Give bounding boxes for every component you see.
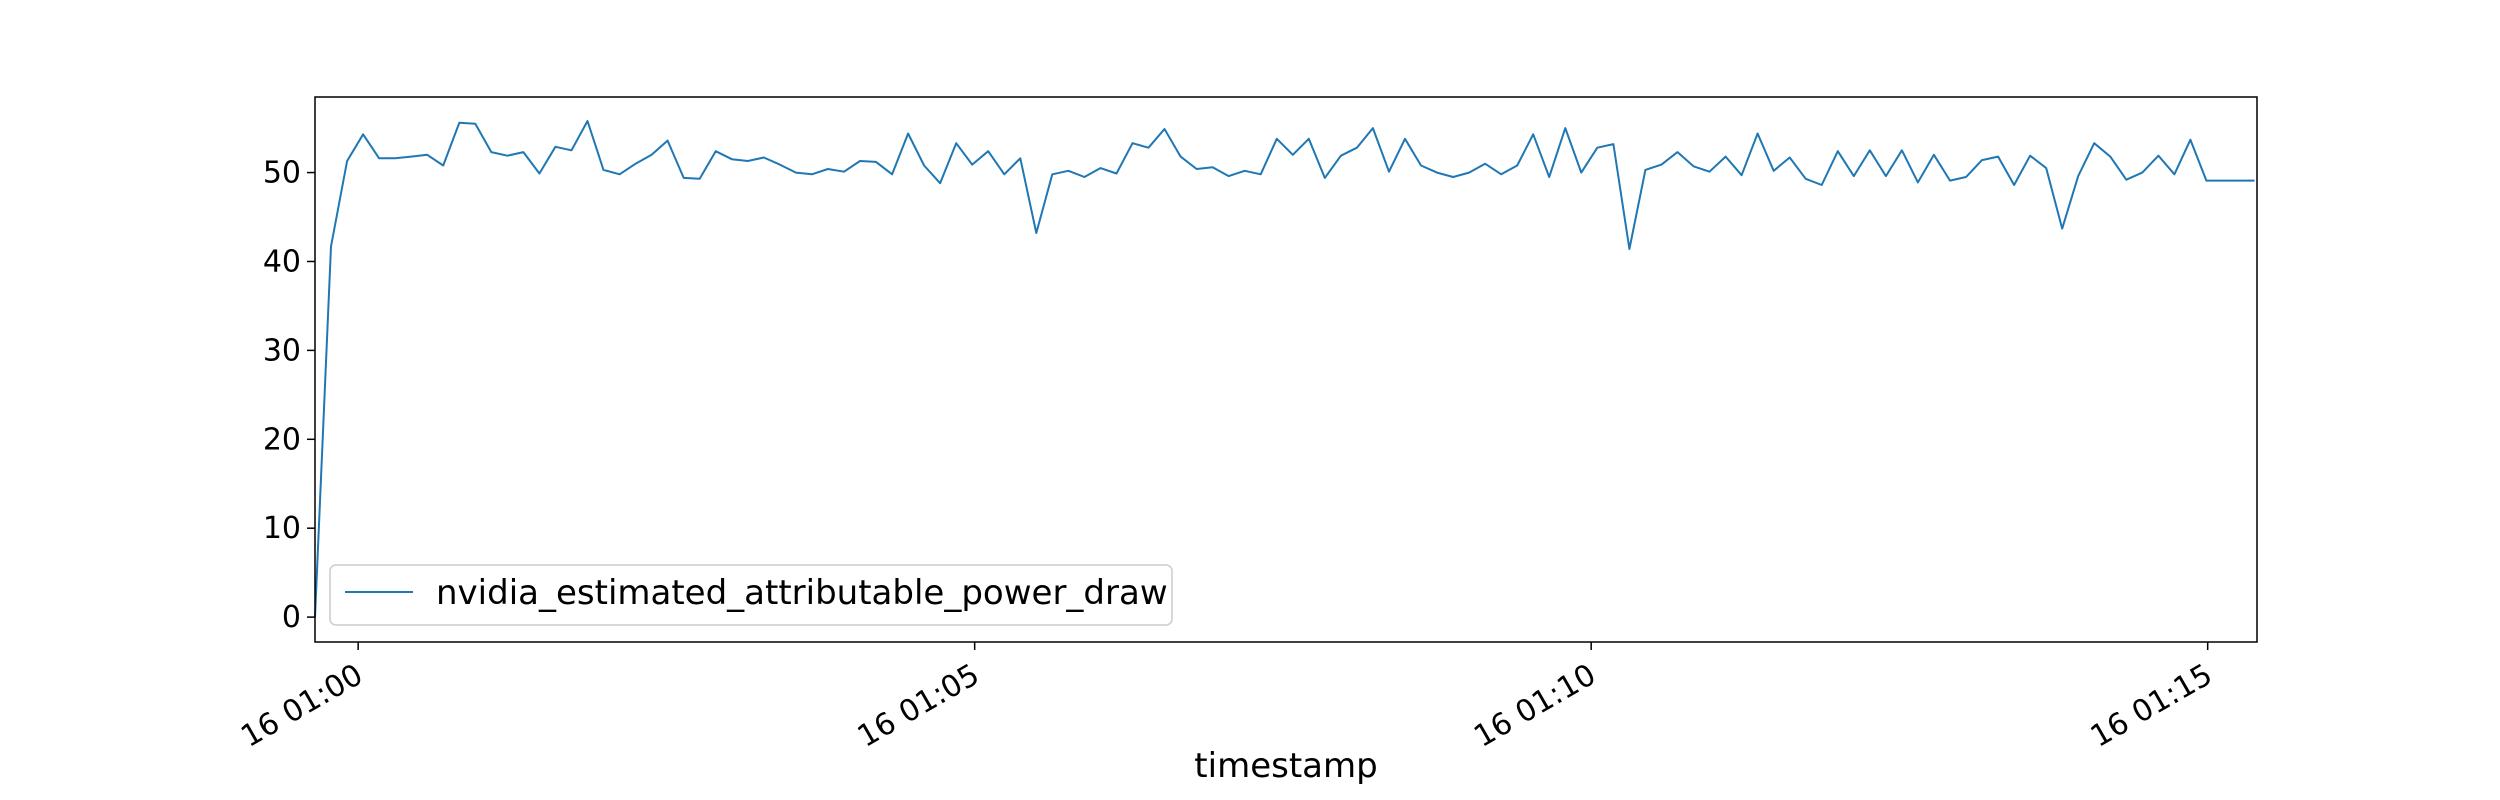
series-line-0: [314, 120, 2255, 618]
y-tick-label: 0: [282, 600, 301, 635]
y-tick-label: 20: [263, 422, 301, 457]
y-tick-label: 50: [263, 156, 301, 191]
y-tick-label: 10: [263, 511, 301, 546]
plot-area: [315, 97, 2257, 642]
y-tick-label: 40: [263, 244, 301, 279]
legend-label: nvidia_estimated_attributable_power_draw: [436, 573, 1168, 613]
legend-box: [329, 564, 1173, 626]
series-layer: [314, 120, 2255, 618]
x-axis-label: timestamp: [1194, 746, 1377, 786]
y-tick-label: 30: [263, 333, 301, 368]
legend: nvidia_estimated_attributable_power_draw: [329, 564, 1173, 626]
y-axis: 0 10 20 30 40 50: [263, 156, 315, 635]
plot-frame: [314, 96, 2258, 643]
